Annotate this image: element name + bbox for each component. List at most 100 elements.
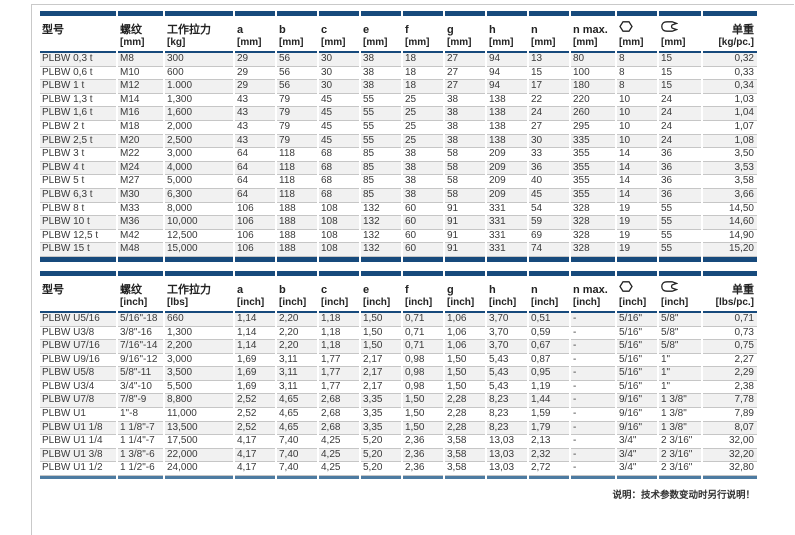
value-cell: 328 — [571, 216, 615, 230]
value-cell: 2,38 — [703, 381, 757, 395]
value-cell: 8,800 — [165, 394, 233, 409]
value-cell: 100 — [571, 67, 615, 81]
value-cell: 2,28 — [445, 408, 485, 422]
value-cell: 10,000 — [165, 216, 233, 230]
column-header-label: 单重 — [732, 24, 754, 36]
column-header-label: 螺纹 — [120, 24, 142, 36]
value-cell: 1 3/8" — [659, 408, 701, 422]
value-cell: 22 — [529, 94, 569, 108]
value-cell: 1 1/8"-7 — [118, 421, 163, 436]
value-cell: 5/16" — [617, 381, 657, 395]
hexagon-icon — [619, 279, 633, 292]
column-header-label: 工作拉力 — [167, 24, 211, 36]
column-header-label: b — [279, 283, 286, 296]
value-cell: 45 — [319, 134, 359, 149]
value-cell: 64 — [235, 161, 275, 176]
value-cell: 2 3/16" — [659, 462, 701, 477]
column-header-label: 型号 — [42, 283, 64, 296]
value-cell: 108 — [319, 230, 359, 244]
table-row: PLBW 1,6 t M16 1,600 43 79 45 55 25 38 138 24 260 10… — [40, 107, 757, 121]
value-cell: 106 — [235, 230, 275, 244]
value-cell: 79 — [277, 107, 317, 121]
value-cell: 14 — [617, 161, 657, 176]
value-cell: 91 — [445, 216, 485, 230]
table-row: PLBW 2,5 t M20 2,500 43 79 45 55 25 38 138 30 335 10… — [40, 134, 757, 149]
value-cell: 0,34 — [703, 80, 757, 94]
section-end-bar-segment — [361, 256, 401, 262]
value-cell: 1,69 — [235, 381, 275, 395]
value-cell: 1,50 — [445, 381, 485, 395]
value-cell: 14,60 — [703, 216, 757, 230]
value-cell: 43 — [235, 94, 275, 108]
value-cell: 335 — [571, 134, 615, 149]
table-row: PLBW U9/16 9/16"-12 3,000 1,69 3,11 1,77 2,17 0… — [40, 354, 757, 368]
value-cell: 1.000 — [165, 80, 233, 94]
value-cell: M42 — [118, 230, 163, 244]
value-cell: 328 — [571, 230, 615, 244]
value-cell: 3,70 — [487, 312, 527, 327]
value-cell: 1,14 — [235, 312, 275, 327]
value-cell: 1 3/8"-6 — [118, 448, 163, 463]
value-cell: 0,71 — [403, 340, 443, 354]
value-cell: 108 — [319, 203, 359, 217]
value-cell: 24,000 — [165, 462, 233, 477]
value-cell: 2,36 — [403, 448, 443, 463]
value-cell: 1,06 — [445, 312, 485, 327]
value-cell: - — [571, 327, 615, 341]
value-cell: 3/8"-16 — [118, 327, 163, 341]
value-cell: 91 — [445, 243, 485, 257]
value-cell: 188 — [277, 216, 317, 230]
column-header: h [mm] — [487, 11, 527, 53]
column-header-unit: [mm] — [279, 37, 304, 48]
value-cell: 5,43 — [487, 367, 527, 381]
model-cell: PLBW 4 t — [40, 161, 116, 176]
value-cell: 55 — [361, 121, 401, 135]
model-cell: PLBW U1 1/8 — [40, 421, 116, 436]
column-header-label: n max. — [573, 283, 608, 296]
model-cell: PLBW 2,5 t — [40, 134, 116, 149]
column-header: e [mm] — [361, 11, 401, 53]
value-cell: 0,67 — [529, 340, 569, 354]
value-cell: 4,17 — [235, 448, 275, 463]
value-cell: 68 — [319, 188, 359, 203]
column-header: n max. [inch] — [571, 270, 615, 313]
value-cell: 1,50 — [445, 367, 485, 381]
value-cell: 5/8" — [659, 340, 701, 354]
value-cell: 27 — [445, 53, 485, 67]
section-end-bar-segment — [235, 476, 275, 480]
column-header-unit: [inch] — [447, 296, 475, 308]
value-cell: 22,000 — [165, 448, 233, 463]
value-cell: 0,33 — [703, 67, 757, 81]
column-header: n [inch] — [529, 270, 569, 313]
value-cell: 108 — [319, 243, 359, 257]
column-header: n max. [mm] — [571, 11, 615, 53]
hexagon-icon — [619, 19, 633, 32]
column-header: 螺纹 [mm] — [118, 11, 163, 53]
table-row: PLBW 3 t M22 3,000 64 118 68 85 38 58 209 33 355 14 3… — [40, 148, 757, 162]
value-cell: 5/8" — [659, 327, 701, 341]
value-cell: 10 — [617, 107, 657, 121]
value-cell: 43 — [235, 121, 275, 135]
value-cell: 132 — [361, 243, 401, 257]
value-cell: 132 — [361, 203, 401, 217]
section-end-bar-segment — [403, 256, 443, 262]
value-cell: 40 — [529, 175, 569, 189]
value-cell: 2,36 — [403, 462, 443, 477]
table-row: PLBW 6,3 t M30 6,300 64 118 68 85 38 58 209 45 355 1… — [40, 188, 757, 203]
model-cell: PLBW 0,6 t — [40, 67, 116, 81]
table-row: PLBW U1 1/8 1 1/8"-7 13,500 2,52 4,65 2,68 3,3… — [40, 421, 757, 436]
value-cell: 5/8" — [659, 312, 701, 327]
value-cell: 300 — [165, 53, 233, 67]
value-cell: 10 — [617, 134, 657, 149]
column-header-unit: [inch] — [661, 296, 689, 308]
value-cell: 38 — [403, 175, 443, 189]
column-header-label: h — [489, 24, 496, 36]
value-cell: 64 — [235, 148, 275, 162]
value-cell: - — [571, 394, 615, 409]
value-cell: 328 — [571, 203, 615, 217]
column-header: 单重 [kg/pc.] — [703, 11, 757, 53]
value-cell: 36 — [659, 188, 701, 203]
value-cell: 8 — [617, 53, 657, 67]
model-cell: PLBW 2 t — [40, 121, 116, 135]
value-cell: 5/16" — [617, 327, 657, 341]
